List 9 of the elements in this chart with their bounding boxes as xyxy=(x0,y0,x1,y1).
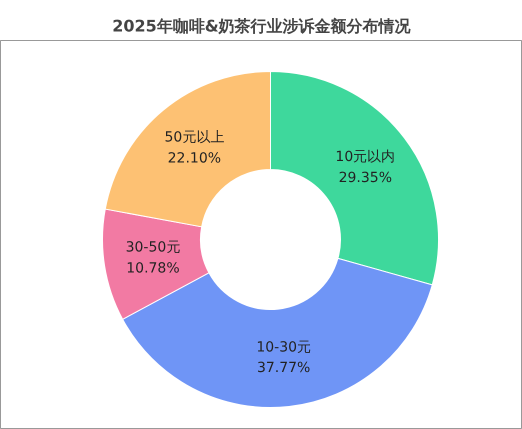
data-label: 10.78% xyxy=(126,260,180,276)
data-label: 22.10% xyxy=(168,150,222,166)
data-label: 29.35% xyxy=(338,170,392,186)
slice-label: 30-50元 xyxy=(126,240,180,256)
slice-label: 10元以内 xyxy=(335,149,396,166)
slice-label: 50元以上 xyxy=(164,130,224,146)
data-label: 37.77% xyxy=(256,360,310,376)
chart-title: 2025年咖啡&奶茶行业涉诉金额分布情况 xyxy=(112,16,412,36)
slice-label: 10-30元 xyxy=(256,339,312,356)
